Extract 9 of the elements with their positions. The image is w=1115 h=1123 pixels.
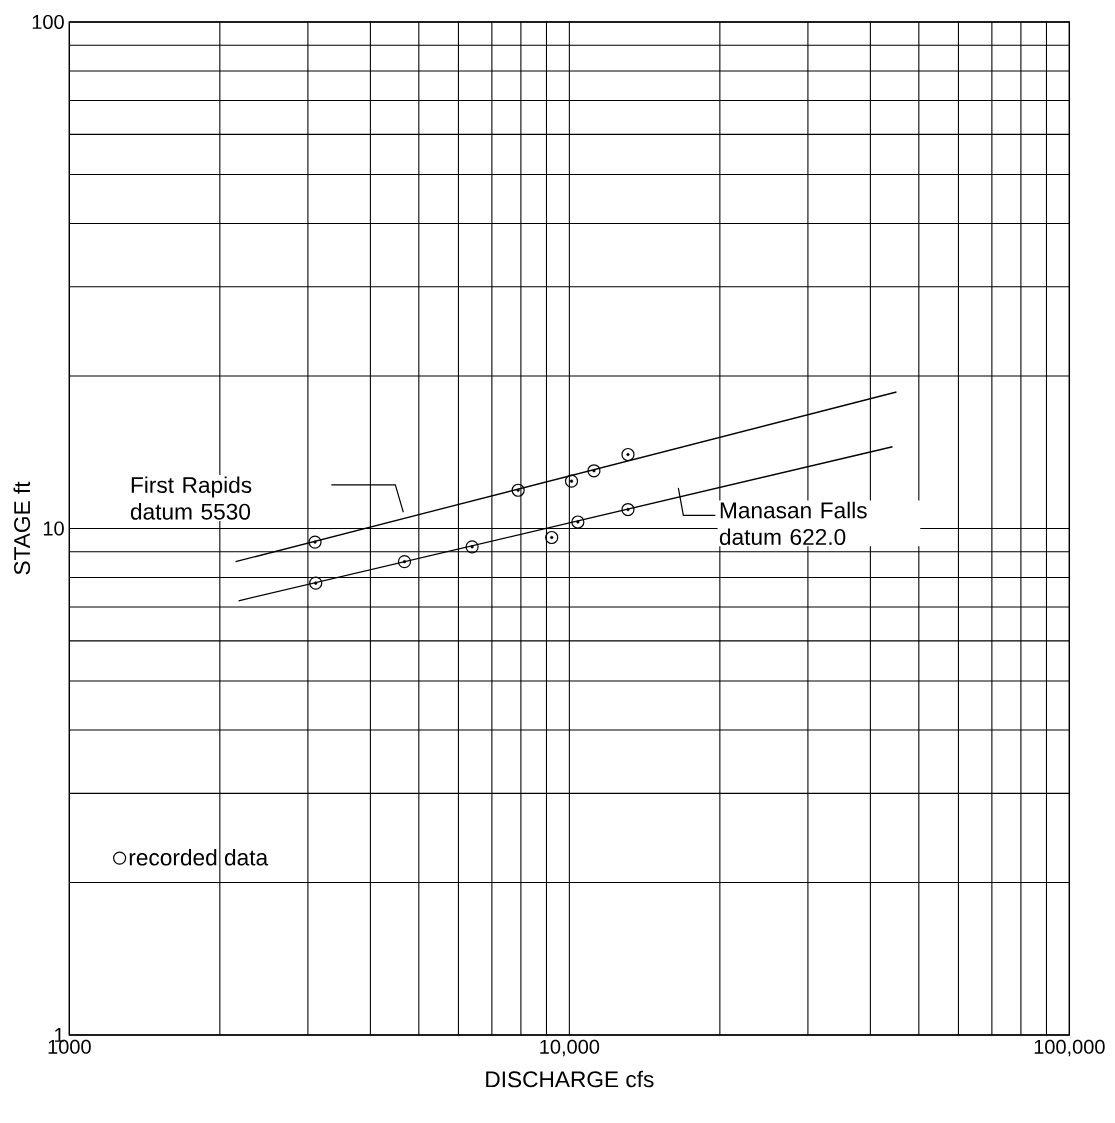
annotation: First Rapids datum 5530 — [130, 476, 252, 520]
x-axis-title: DISCHARGE cfs — [486, 1070, 654, 1088]
y-axis-title: STAGE ft — [13, 481, 31, 575]
annotation: Manasan Falls datum 622.0 — [719, 501, 867, 546]
legend-label: recorded data — [129, 848, 269, 866]
x-tick-label: 100,000 — [1034, 1039, 1105, 1057]
y-tick-label: 100 — [32, 14, 64, 30]
x-tick-label: 10,000 — [540, 1039, 600, 1057]
y-tick-label: 10 — [43, 521, 64, 536]
